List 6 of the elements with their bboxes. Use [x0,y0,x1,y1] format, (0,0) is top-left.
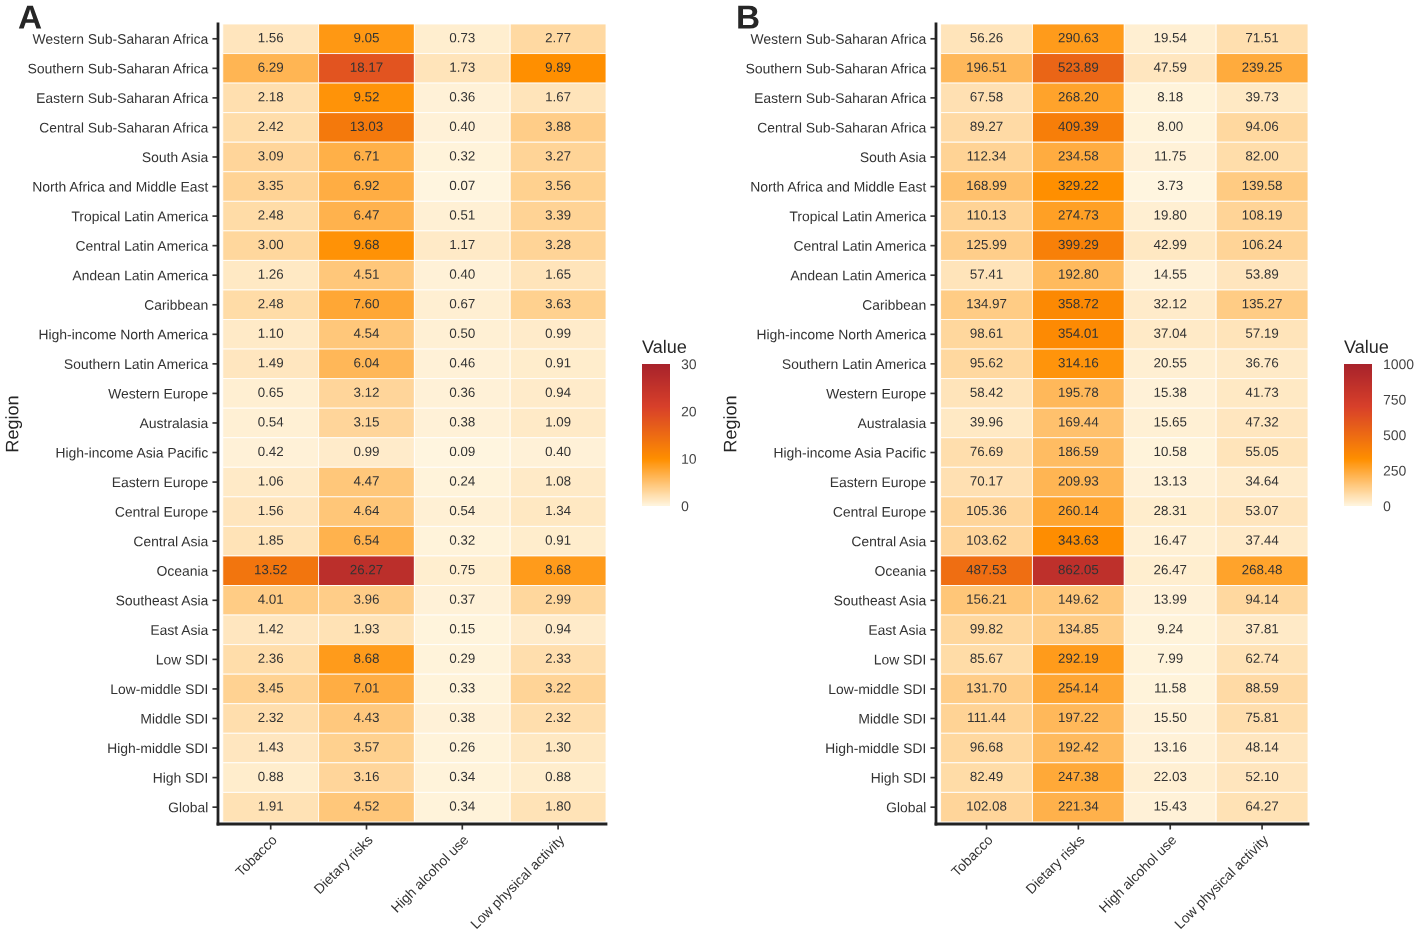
chart-title: A [18,5,42,29]
color-bar-title: Value [1344,339,1389,354]
y-axis-title: Region [5,396,23,452]
y-axis-title: Region [723,396,741,452]
color-bar-title: Value [642,339,687,354]
chart-title: B [738,5,759,29]
